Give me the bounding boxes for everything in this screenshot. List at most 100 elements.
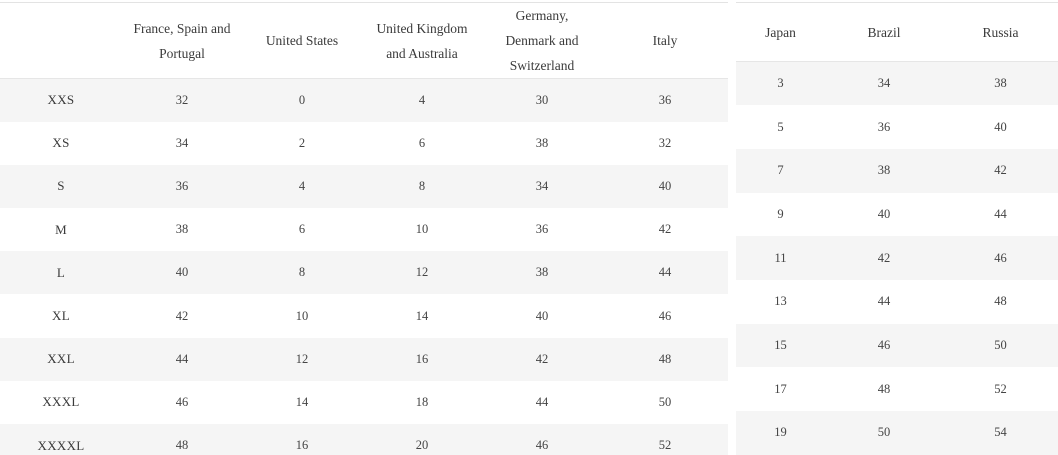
cell-value: 17 xyxy=(774,381,787,396)
table-row: 15 46 50 xyxy=(736,323,1058,368)
cell-value: 20 xyxy=(415,438,429,453)
table-row: XXXXL 48 16 20 46 52 xyxy=(0,424,728,455)
cell-value: 2 xyxy=(298,135,306,150)
cell-value: 42 xyxy=(994,163,1007,178)
cell-value: 16 xyxy=(295,438,309,453)
cell-value: 12 xyxy=(295,351,309,366)
cell-value: 16 xyxy=(415,351,429,366)
cell-value: 46 xyxy=(994,250,1007,265)
cell-value: 10 xyxy=(415,222,429,237)
cell-value: 34 xyxy=(535,178,549,193)
size-table-left-body: XXS 32 0 4 30 36 XS 34 2 6 38 32 S 36 4 8 34 40 M 38 6 10 36 42… xyxy=(0,78,728,455)
size-label: XXS xyxy=(47,92,75,108)
column-header xyxy=(0,3,122,79)
cell-value: 4 xyxy=(298,178,306,193)
size-label: XL xyxy=(52,308,70,324)
cell-value: 40 xyxy=(877,206,891,221)
cell-value: 15 xyxy=(774,337,787,352)
column-header: Germany, Denmark and Switzerland xyxy=(505,8,579,73)
size-label: S xyxy=(57,178,65,194)
cell-value: 44 xyxy=(877,294,891,309)
column-header: Italy xyxy=(652,33,678,48)
cell-value: 11 xyxy=(774,250,787,265)
cell-value: 46 xyxy=(877,337,891,352)
cell-value: 36 xyxy=(658,92,672,107)
cell-value: 48 xyxy=(994,294,1007,309)
cell-value: 3 xyxy=(777,76,784,91)
table-row: 9 40 44 xyxy=(736,192,1058,237)
cell-value: 54 xyxy=(994,425,1007,440)
cell-value: 48 xyxy=(877,381,891,396)
table-row: XXXL 46 14 18 44 50 xyxy=(0,380,728,424)
cell-value: 38 xyxy=(535,265,549,280)
cell-value: 42 xyxy=(658,222,672,237)
table-row: S 36 4 8 34 40 xyxy=(0,164,728,209)
cell-value: 36 xyxy=(535,222,549,237)
column-header: Russia xyxy=(982,24,1019,40)
cell-value: 44 xyxy=(175,351,189,366)
cell-value: 36 xyxy=(877,119,891,134)
size-label: XXL xyxy=(47,351,75,367)
column-header: Japan xyxy=(765,24,796,40)
size-label: XS xyxy=(52,135,70,151)
cell-value: 50 xyxy=(877,425,891,440)
header-row: Japan Brazil Russia xyxy=(736,3,1058,62)
cell-value: 6 xyxy=(298,222,306,237)
cell-value: 32 xyxy=(175,92,189,107)
table-row: L 40 8 12 38 44 xyxy=(0,251,728,295)
table-row: XXS 32 0 4 30 36 xyxy=(0,78,728,122)
cell-value: 34 xyxy=(877,76,891,91)
cell-value: 9 xyxy=(777,206,784,221)
cell-value: 44 xyxy=(535,394,549,409)
size-label: M xyxy=(55,221,67,237)
cell-value: 34 xyxy=(175,135,189,150)
cell-value: 48 xyxy=(658,351,672,366)
cell-value: 52 xyxy=(658,438,672,453)
column-header: United Kingdom and Australia xyxy=(376,20,468,61)
size-label: XXXXL xyxy=(37,437,85,453)
cell-value: 4 xyxy=(418,92,426,107)
cell-value: 38 xyxy=(877,163,891,178)
cell-value: 32 xyxy=(658,135,672,150)
cell-value: 7 xyxy=(777,163,784,178)
column-header: United States xyxy=(265,33,339,48)
table-row: 19 50 54 xyxy=(736,411,1058,455)
cell-value: 44 xyxy=(658,265,672,280)
table-row: 13 44 48 xyxy=(736,279,1058,324)
cell-value: 48 xyxy=(175,438,189,453)
cell-value: 8 xyxy=(418,178,426,193)
cell-value: 42 xyxy=(877,250,891,265)
cell-value: 10 xyxy=(295,308,309,323)
cell-value: 52 xyxy=(994,381,1007,396)
cell-value: 40 xyxy=(658,178,672,193)
size-label: XXXL xyxy=(42,394,80,410)
cell-value: 36 xyxy=(175,178,189,193)
cell-value: 46 xyxy=(175,394,189,409)
cell-value: 8 xyxy=(298,265,306,280)
cell-value: 50 xyxy=(994,337,1007,352)
column-header: France, Spain and Portugal xyxy=(133,20,231,61)
cell-value: 14 xyxy=(295,394,309,409)
cell-value: 38 xyxy=(535,135,549,150)
cell-value: 38 xyxy=(994,76,1007,91)
size-label: L xyxy=(56,264,66,280)
table-row: XL 42 10 14 40 46 xyxy=(0,294,728,338)
cell-value: 0 xyxy=(298,92,306,107)
cell-value: 13 xyxy=(774,294,787,309)
cell-value: 40 xyxy=(175,265,189,280)
cell-value: 6 xyxy=(418,135,426,150)
cell-value: 14 xyxy=(415,308,429,323)
cell-value: 44 xyxy=(994,206,1007,221)
table-row: 5 36 40 xyxy=(736,105,1058,149)
table-row: 7 38 42 xyxy=(736,148,1058,193)
table-row: 3 34 38 xyxy=(736,61,1058,106)
table-row: XS 34 2 6 38 32 xyxy=(0,121,728,165)
column-header: Brazil xyxy=(867,24,901,40)
table-row: 17 48 52 xyxy=(736,367,1058,411)
cell-value: 42 xyxy=(175,308,189,323)
cell-value: 42 xyxy=(535,351,549,366)
cell-value: 46 xyxy=(535,438,549,453)
table-row: XXL 44 12 16 42 48 xyxy=(0,337,728,381)
cell-value: 38 xyxy=(175,222,189,237)
